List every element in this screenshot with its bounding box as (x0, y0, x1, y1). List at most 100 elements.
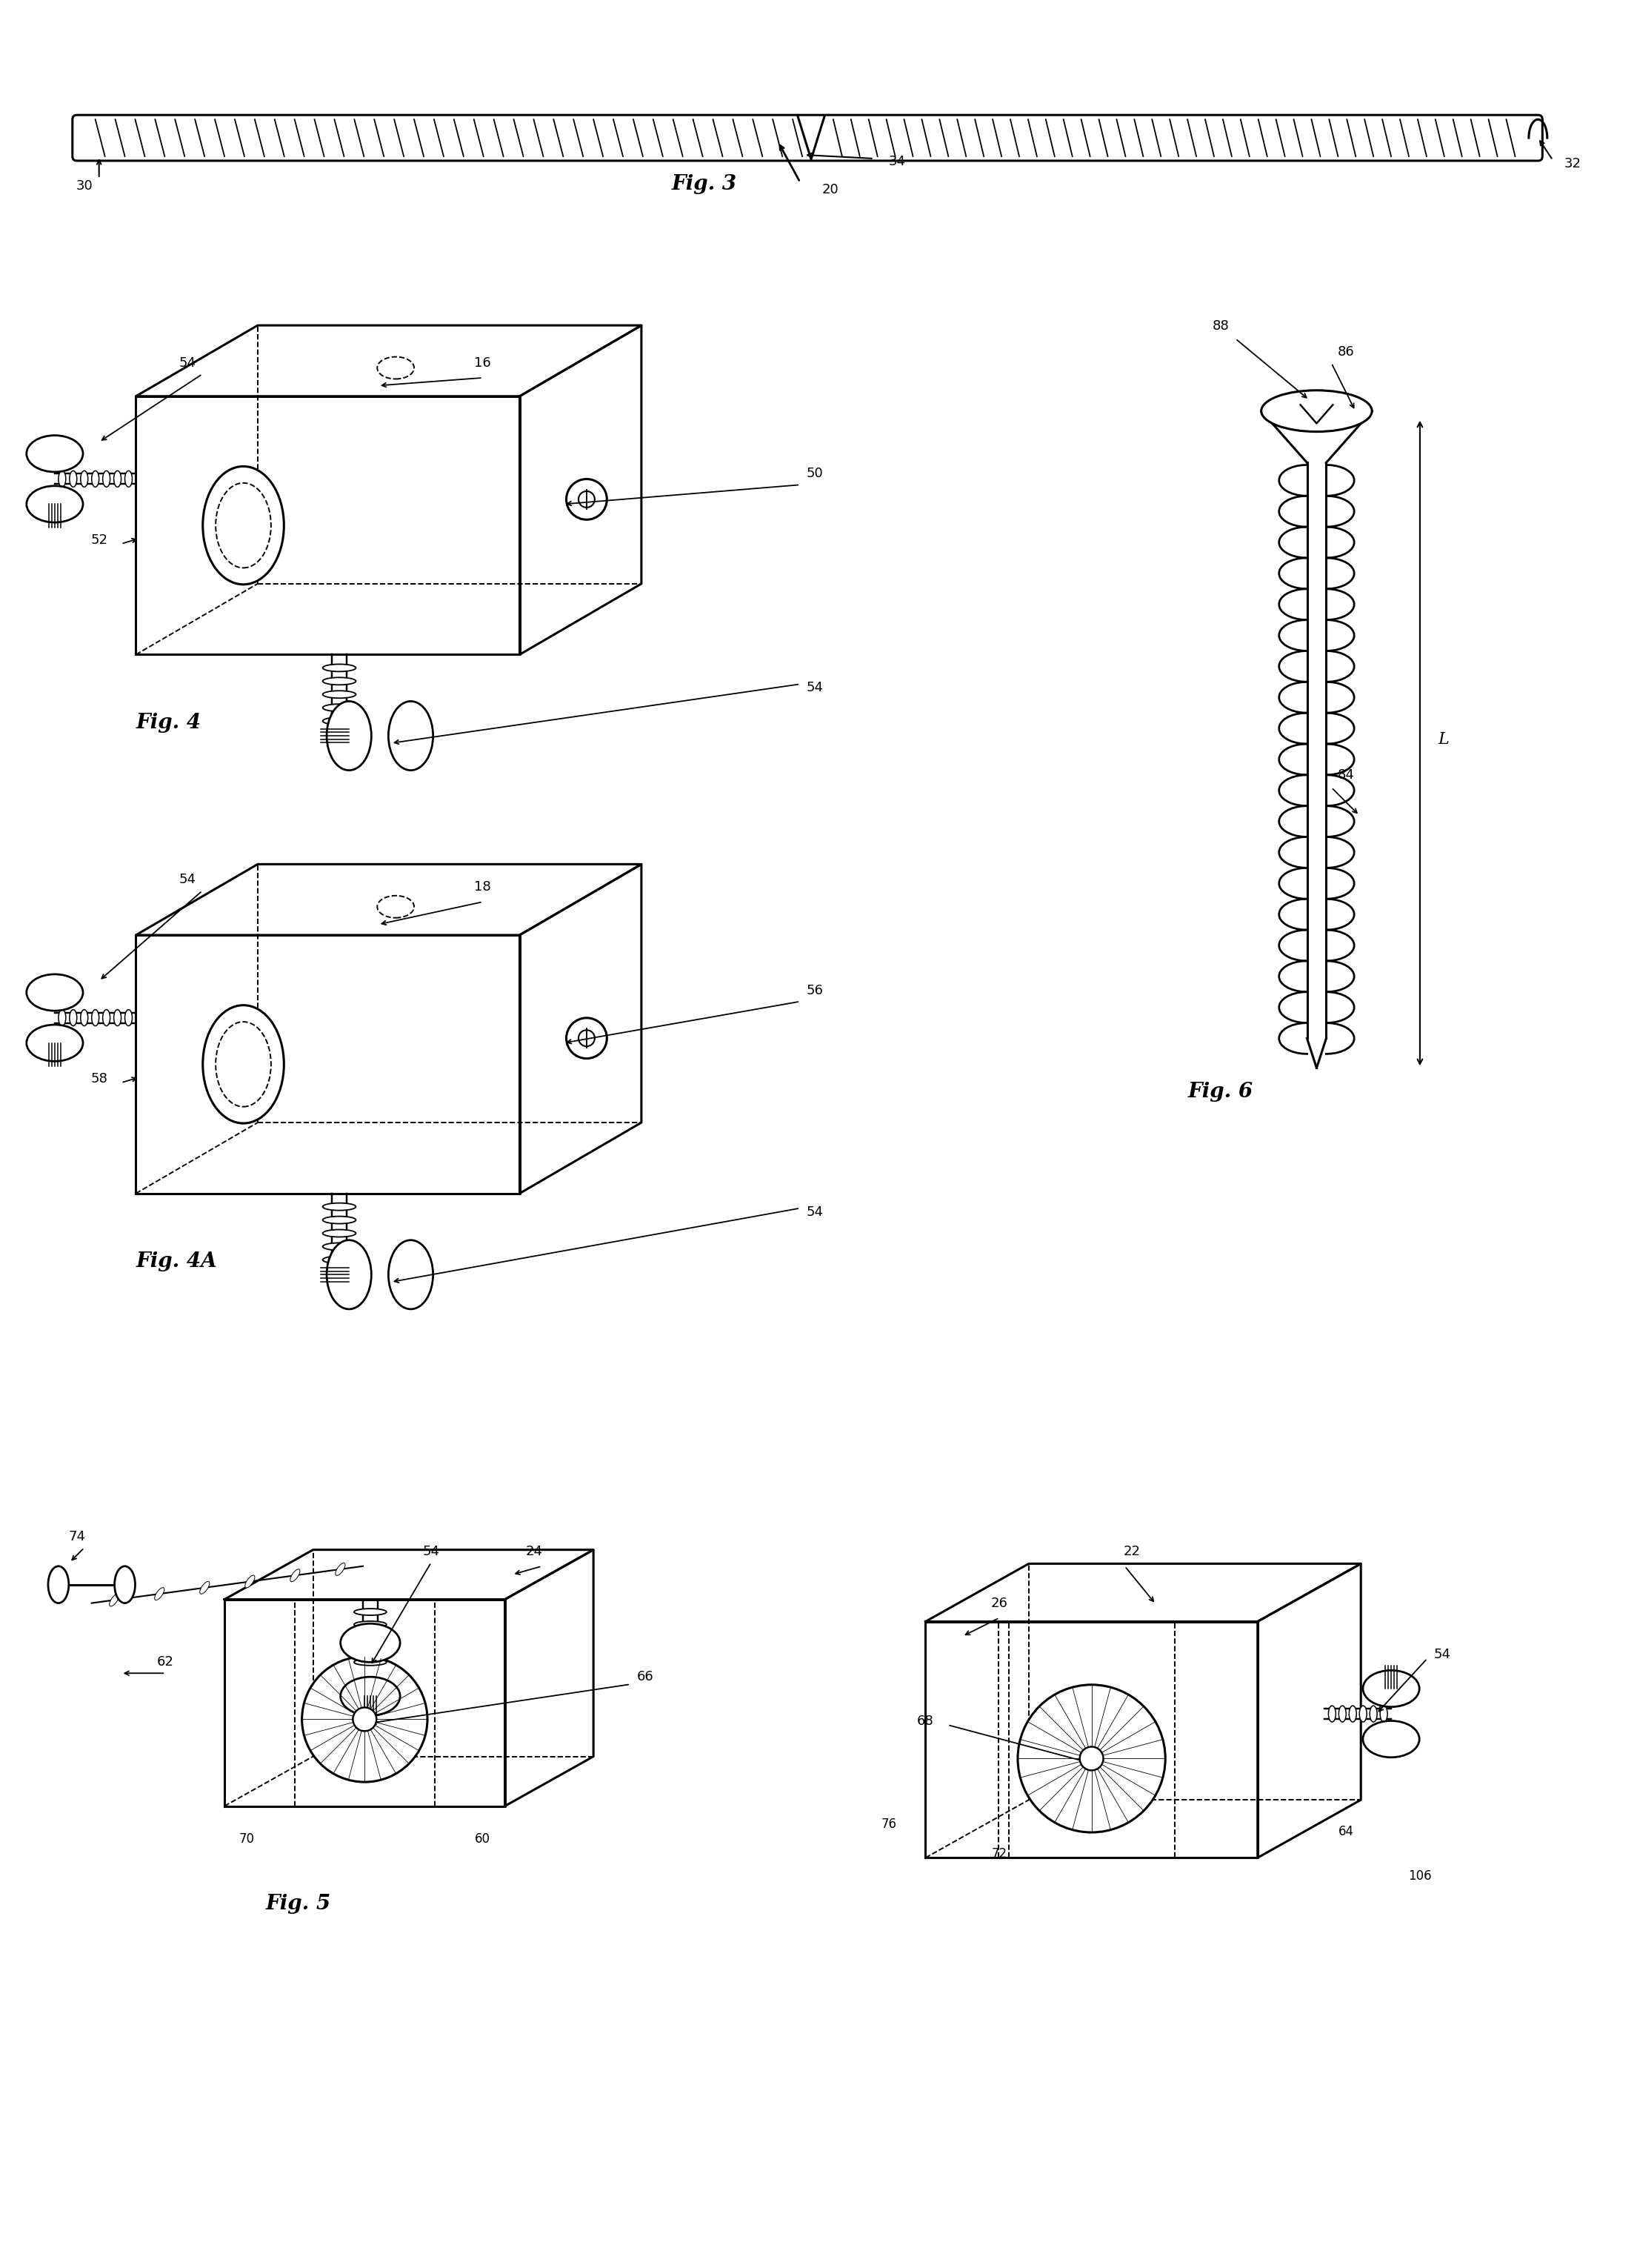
Ellipse shape (566, 479, 607, 519)
FancyBboxPatch shape (72, 116, 1542, 161)
Ellipse shape (115, 472, 121, 488)
Ellipse shape (322, 678, 355, 685)
Circle shape (1018, 1685, 1166, 1833)
Text: 54: 54 (178, 873, 196, 887)
Ellipse shape (59, 472, 65, 488)
Ellipse shape (1370, 1706, 1377, 1721)
Text: 66: 66 (637, 1669, 653, 1683)
Text: 26: 26 (990, 1597, 1008, 1610)
Circle shape (354, 1708, 377, 1730)
Ellipse shape (290, 1569, 300, 1581)
Text: 64: 64 (1339, 1826, 1354, 1839)
Text: 60: 60 (475, 1833, 491, 1846)
Ellipse shape (340, 1624, 399, 1662)
Ellipse shape (327, 1241, 372, 1309)
Text: 20: 20 (822, 184, 840, 197)
Text: Fig. 4A: Fig. 4A (136, 1252, 218, 1272)
Ellipse shape (92, 1009, 98, 1025)
Ellipse shape (566, 1018, 607, 1059)
Text: 76: 76 (881, 1819, 897, 1830)
Ellipse shape (322, 1216, 355, 1225)
Ellipse shape (354, 1608, 386, 1615)
Text: 70: 70 (239, 1833, 254, 1846)
Ellipse shape (26, 975, 83, 1012)
Ellipse shape (336, 1563, 345, 1576)
Ellipse shape (26, 485, 83, 522)
Text: 24: 24 (525, 1545, 543, 1558)
Text: 74: 74 (69, 1531, 85, 1542)
Ellipse shape (354, 1633, 386, 1640)
Ellipse shape (322, 703, 355, 712)
Ellipse shape (26, 1025, 83, 1061)
Text: 86: 86 (1337, 345, 1354, 358)
Ellipse shape (322, 692, 355, 699)
Ellipse shape (322, 717, 355, 726)
Text: Fig. 5: Fig. 5 (265, 1894, 331, 1914)
Ellipse shape (80, 1009, 88, 1025)
Text: Fig. 3: Fig. 3 (671, 175, 737, 195)
Text: 68: 68 (917, 1715, 935, 1728)
Text: 106: 106 (1408, 1869, 1432, 1882)
Ellipse shape (388, 701, 434, 771)
Ellipse shape (1364, 1669, 1419, 1708)
Ellipse shape (354, 1658, 386, 1665)
Ellipse shape (1380, 1706, 1388, 1721)
Text: 34: 34 (889, 154, 905, 168)
Ellipse shape (92, 472, 98, 488)
Text: 54: 54 (1434, 1649, 1450, 1662)
Text: 54: 54 (178, 356, 196, 370)
Text: 18: 18 (475, 880, 491, 894)
Ellipse shape (154, 1588, 164, 1601)
Ellipse shape (200, 1581, 210, 1594)
Ellipse shape (388, 1241, 434, 1309)
Text: 72: 72 (992, 1848, 1007, 1860)
Text: 16: 16 (475, 356, 491, 370)
Text: 54: 54 (807, 680, 823, 694)
Ellipse shape (354, 1647, 386, 1653)
Ellipse shape (1364, 1721, 1419, 1758)
Ellipse shape (115, 1009, 121, 1025)
Text: 32: 32 (1563, 156, 1581, 170)
Ellipse shape (327, 701, 372, 771)
Ellipse shape (203, 1005, 283, 1123)
Ellipse shape (1349, 1706, 1357, 1721)
Ellipse shape (322, 1202, 355, 1211)
Ellipse shape (115, 1567, 136, 1603)
Ellipse shape (322, 665, 355, 671)
Text: 58: 58 (90, 1073, 108, 1086)
Ellipse shape (80, 472, 88, 488)
Ellipse shape (47, 1567, 69, 1603)
Ellipse shape (26, 435, 83, 472)
Text: 22: 22 (1123, 1545, 1141, 1558)
Circle shape (1080, 1746, 1103, 1771)
Ellipse shape (1339, 1706, 1346, 1721)
Ellipse shape (103, 1009, 110, 1025)
Text: 50: 50 (807, 467, 823, 481)
Ellipse shape (59, 1009, 65, 1025)
Text: 54: 54 (807, 1204, 823, 1218)
Text: 54: 54 (422, 1545, 440, 1558)
Ellipse shape (340, 1676, 399, 1715)
Ellipse shape (103, 472, 110, 488)
Text: 84: 84 (1337, 769, 1354, 782)
Ellipse shape (69, 472, 77, 488)
Ellipse shape (124, 1009, 133, 1025)
Text: 52: 52 (90, 533, 108, 547)
Text: Fig. 6: Fig. 6 (1188, 1082, 1254, 1102)
Ellipse shape (124, 472, 133, 488)
Circle shape (301, 1656, 427, 1783)
Ellipse shape (246, 1576, 255, 1588)
Text: 30: 30 (75, 179, 93, 193)
Ellipse shape (1328, 1706, 1336, 1721)
Ellipse shape (322, 1229, 355, 1236)
Ellipse shape (354, 1622, 386, 1628)
Ellipse shape (322, 1256, 355, 1263)
Ellipse shape (322, 1243, 355, 1250)
Text: 88: 88 (1213, 320, 1229, 333)
Ellipse shape (69, 1009, 77, 1025)
Ellipse shape (203, 467, 283, 585)
Ellipse shape (1260, 390, 1372, 431)
Ellipse shape (1359, 1706, 1367, 1721)
Text: Fig. 4: Fig. 4 (136, 712, 201, 733)
Text: 62: 62 (157, 1656, 174, 1669)
